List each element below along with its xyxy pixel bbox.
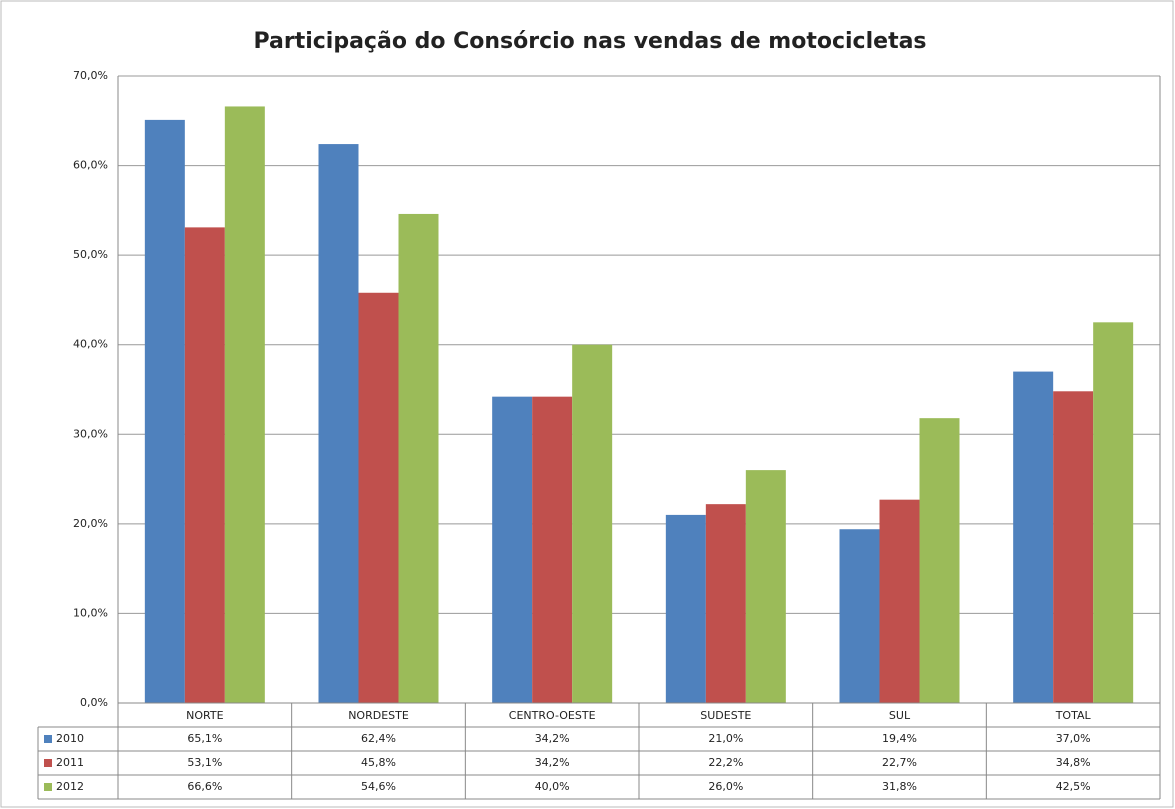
- bar: [1093, 322, 1134, 703]
- table-cell: 54,6%: [361, 780, 396, 793]
- bar: [224, 106, 265, 703]
- table-cell: 22,7%: [882, 756, 917, 769]
- y-tick-label: 70,0%: [73, 69, 108, 82]
- table-cell: 26,0%: [708, 780, 743, 793]
- x-tick-label: SUDESTE: [700, 709, 751, 722]
- x-tick-label: SUL: [889, 709, 911, 722]
- bar: [745, 470, 786, 703]
- bar: [492, 396, 533, 703]
- legend-swatch: [44, 759, 52, 767]
- legend-label: 2010: [56, 732, 84, 745]
- bar: [919, 418, 960, 703]
- bar: [705, 504, 746, 703]
- bar: [398, 213, 439, 703]
- table-cell: 34,2%: [535, 732, 570, 745]
- y-tick-label: 40,0%: [73, 338, 108, 351]
- bar: [184, 227, 225, 703]
- y-tick-label: 50,0%: [73, 248, 108, 261]
- legend-label: 2011: [56, 756, 84, 769]
- bar: [879, 499, 920, 703]
- x-tick-label: CENTRO-OESTE: [509, 709, 596, 722]
- bar: [572, 344, 613, 703]
- bar: [144, 119, 185, 703]
- table-cell: 45,8%: [361, 756, 396, 769]
- y-tick-label: 30,0%: [73, 427, 108, 440]
- table-cell: 66,6%: [187, 780, 222, 793]
- y-tick-label: 20,0%: [73, 517, 108, 530]
- table-cell: 62,4%: [361, 732, 396, 745]
- table-cell: 34,8%: [1056, 756, 1091, 769]
- y-tick-label: 10,0%: [73, 606, 108, 619]
- table-cell: 22,2%: [708, 756, 743, 769]
- table-cell: 65,1%: [187, 732, 222, 745]
- bar: [1013, 371, 1054, 703]
- bar: [665, 514, 706, 703]
- bar: [358, 292, 399, 703]
- x-tick-label: NORTE: [186, 709, 223, 722]
- table-cell: 34,2%: [535, 756, 570, 769]
- bar: [318, 144, 359, 703]
- table-cell: 42,5%: [1056, 780, 1091, 793]
- table-cell: 37,0%: [1056, 732, 1091, 745]
- table-cell: 19,4%: [882, 732, 917, 745]
- legend-swatch: [44, 783, 52, 791]
- chart-title: Participação do Consórcio nas vendas de …: [253, 29, 926, 54]
- bar: [839, 529, 880, 703]
- bar: [532, 396, 573, 703]
- table-cell: 31,8%: [882, 780, 917, 793]
- bar: [1053, 391, 1094, 703]
- y-tick-label: 60,0%: [73, 159, 108, 172]
- x-tick-label: NORDESTE: [348, 709, 409, 722]
- x-tick-label: TOTAL: [1055, 709, 1092, 722]
- legend-swatch: [44, 735, 52, 743]
- table-cell: 21,0%: [708, 732, 743, 745]
- table-cell: 40,0%: [535, 780, 570, 793]
- legend-label: 2012: [56, 780, 84, 793]
- y-tick-label: 0,0%: [80, 696, 108, 709]
- table-cell: 53,1%: [187, 756, 222, 769]
